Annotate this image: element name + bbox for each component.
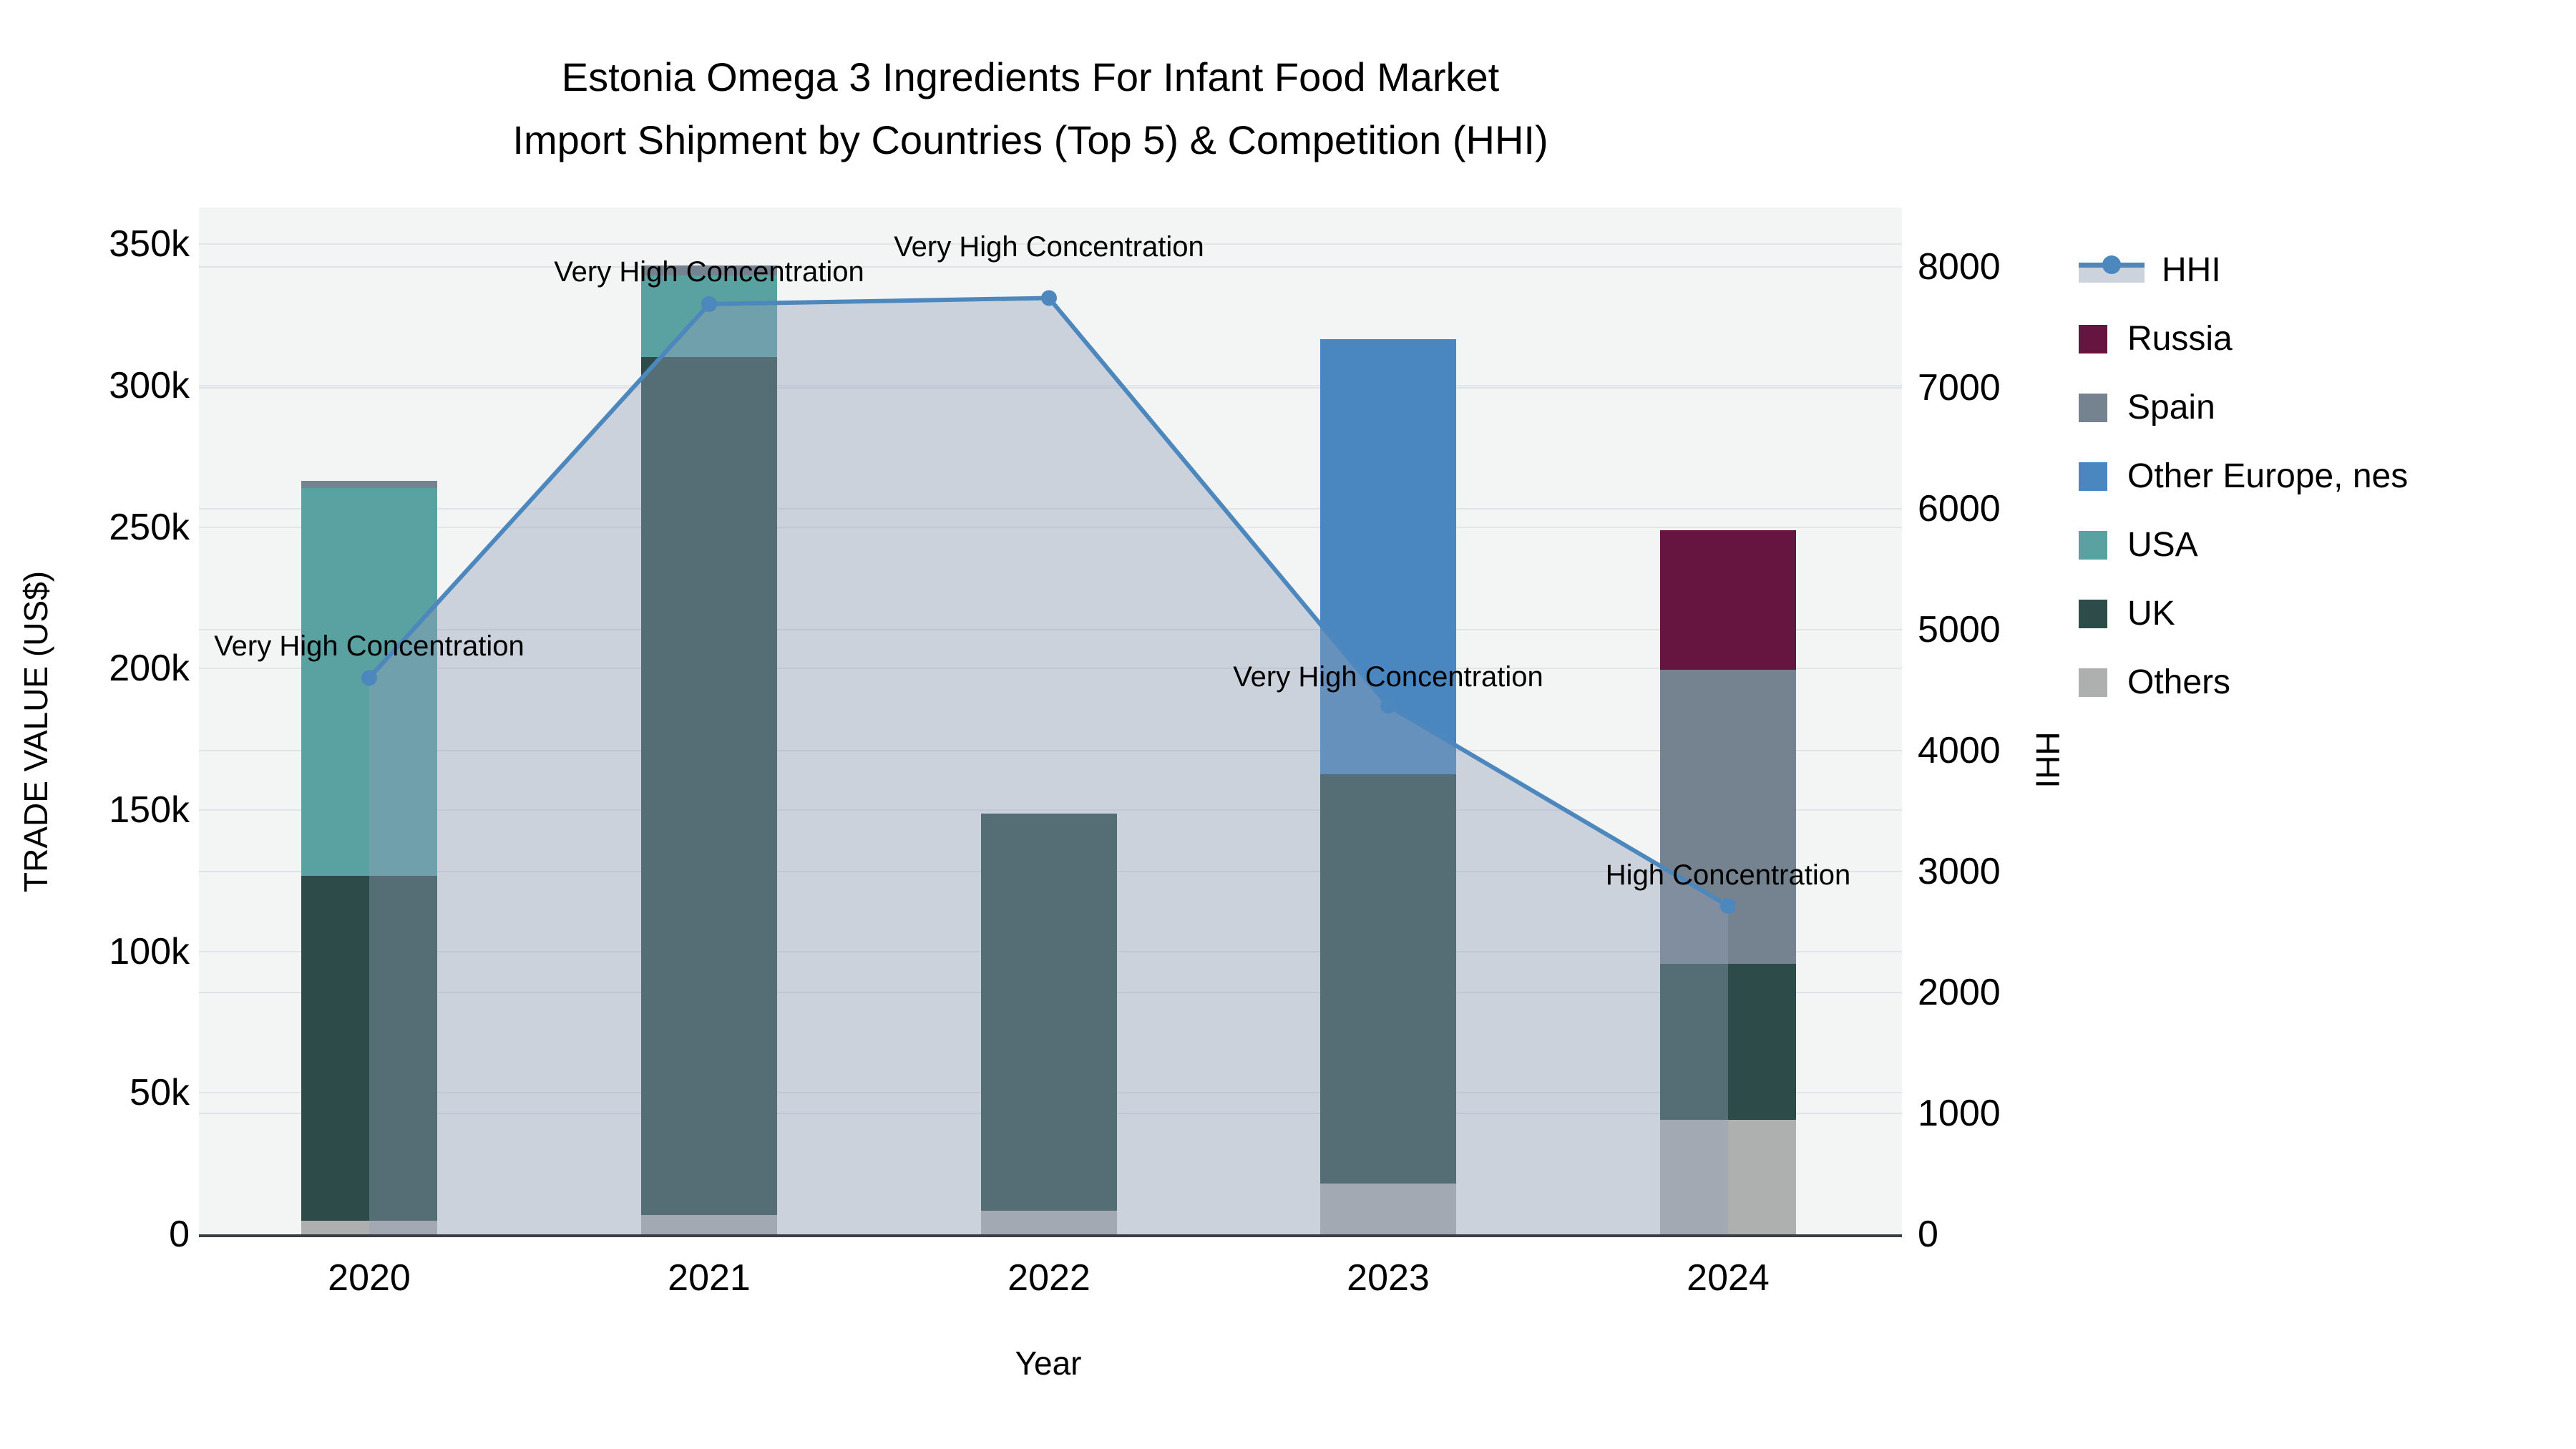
legend-color-swatch: [2079, 462, 2107, 491]
legend-color-swatch: [2079, 531, 2107, 560]
bar-segment-2024-uk[interactable]: [1660, 963, 1796, 1120]
bar-segment-2021-spain[interactable]: [641, 265, 777, 275]
y-left-tick-150k: 150k: [109, 789, 190, 831]
hhi-line-swatch-icon: [2079, 255, 2145, 283]
bar-segment-2021-usa[interactable]: [641, 275, 777, 357]
legend-label: Others: [2127, 663, 2231, 701]
gridline: [199, 628, 1902, 630]
bar-segment-2020-spain[interactable]: [301, 481, 437, 489]
legend-item-others[interactable]: Others: [2079, 648, 2408, 717]
x-axis-line: [199, 1234, 1902, 1237]
bar-segment-2022-uk[interactable]: [981, 814, 1117, 1211]
legend-item-uk[interactable]: UK: [2079, 580, 2408, 648]
y-left-tick-200k: 200k: [109, 648, 190, 690]
legend-label: HHI: [2162, 251, 2221, 289]
x-tick-2021: 2021: [668, 1257, 751, 1299]
legend-label: USA: [2127, 526, 2198, 564]
legend-color-swatch: [2079, 325, 2107, 353]
gridline: [199, 749, 1902, 751]
y-left-tick-250k: 250k: [109, 506, 190, 548]
y-left-tick-350k: 350k: [109, 223, 190, 265]
legend-color-swatch: [2079, 600, 2107, 628]
x-tick-2020: 2020: [328, 1257, 411, 1299]
gridline: [199, 243, 1902, 245]
gridline: [199, 386, 1902, 389]
legend-color-swatch: [2079, 668, 2107, 697]
bar-segment-2020-others[interactable]: [301, 1221, 437, 1234]
bar-segment-2023-others[interactable]: [1320, 1183, 1456, 1234]
annotation-2023: Very High Concentration: [1233, 661, 1543, 693]
annotation-2022: Very High Concentration: [894, 231, 1204, 263]
annotation-2024: High Concentration: [1605, 859, 1851, 891]
y-left-tick-0: 0: [169, 1214, 190, 1255]
bar-segment-2020-uk[interactable]: [301, 876, 437, 1221]
bar-segment-2023-uk[interactable]: [1320, 774, 1456, 1184]
legend-item-other-europe-nes[interactable]: Other Europe, nes: [2079, 442, 2408, 511]
hhi-marker-icon: [2102, 255, 2121, 274]
gridline: [199, 809, 1902, 811]
legend-label: Russia: [2127, 320, 2233, 358]
bar-segment-2024-spain[interactable]: [1660, 670, 1796, 964]
chart-title: Estonia Omega 3 Ingredients For Infant F…: [0, 46, 2061, 172]
legend-item-russia[interactable]: Russia: [2079, 305, 2408, 374]
hhi-area-fill: [369, 298, 1728, 1236]
hhi-point-2022[interactable]: [1041, 290, 1057, 306]
hhi-point-2021[interactable]: [701, 296, 717, 312]
y-axis-right-title: HHI: [2029, 731, 2067, 789]
legend-item-hhi[interactable]: HHI: [2079, 236, 2408, 305]
x-tick-2023: 2023: [1347, 1257, 1430, 1299]
y-right-tick-5000: 5000: [1918, 608, 2001, 650]
hhi-area-swatch: [2079, 267, 2145, 283]
y-right-tick-0: 0: [1918, 1214, 1938, 1255]
y-right-tick-6000: 6000: [1918, 487, 2001, 530]
y-right-tick-8000: 8000: [1918, 245, 2001, 288]
y-right-tick-2000: 2000: [1918, 971, 2001, 1013]
bar-segment-2022-others[interactable]: [981, 1211, 1117, 1234]
chart-title-line2: Import Shipment by Countries (Top 5) & C…: [512, 117, 1548, 162]
chart-title-line1: Estonia Omega 3 Ingredients For Infant F…: [561, 54, 1500, 99]
legend-color-swatch: [2079, 394, 2107, 422]
gridline: [199, 526, 1902, 528]
gridline: [199, 384, 1902, 386]
x-tick-2024: 2024: [1687, 1257, 1770, 1299]
hhi-point-2020[interactable]: [361, 670, 377, 686]
y-axis-left-title: TRADE VALUE (US$): [17, 570, 54, 892]
legend-label: UK: [2127, 595, 2175, 633]
y-right-tick-3000: 3000: [1918, 850, 2001, 892]
bar-segment-2021-uk[interactable]: [641, 356, 777, 1216]
y-left-tick-300k: 300k: [109, 364, 190, 406]
annotation-2020: Very High Concentration: [214, 630, 525, 663]
x-tick-2022: 2022: [1008, 1257, 1091, 1299]
hhi-point-2024[interactable]: [1720, 898, 1736, 914]
legend-item-usa[interactable]: USA: [2079, 511, 2408, 580]
y-right-tick-7000: 7000: [1918, 366, 2001, 409]
y-right-tick-1000: 1000: [1918, 1092, 2001, 1134]
legend-label: Spain: [2127, 389, 2215, 426]
y-left-tick-100k: 100k: [109, 930, 190, 972]
x-axis-title: Year: [1015, 1345, 1082, 1382]
gridline: [199, 265, 1902, 268]
legend-label: Other Europe, nes: [2127, 457, 2409, 495]
bar-segment-2024-others[interactable]: [1660, 1119, 1796, 1234]
legend: HHI Russia Spain Other Europe, nes USA UK Othe…: [2079, 236, 2408, 717]
y-right-tick-4000: 4000: [1918, 729, 2001, 771]
annotation-2021: Very High Concentration: [554, 255, 864, 288]
bar-segment-2024-russia[interactable]: [1660, 530, 1796, 670]
gridline: [199, 668, 1902, 670]
hhi-point-2023[interactable]: [1380, 698, 1396, 714]
bar-segment-2021-others[interactable]: [641, 1215, 777, 1234]
gridline: [199, 507, 1902, 509]
y-left-tick-50k: 50k: [130, 1072, 190, 1114]
legend-item-spain[interactable]: Spain: [2079, 374, 2408, 442]
